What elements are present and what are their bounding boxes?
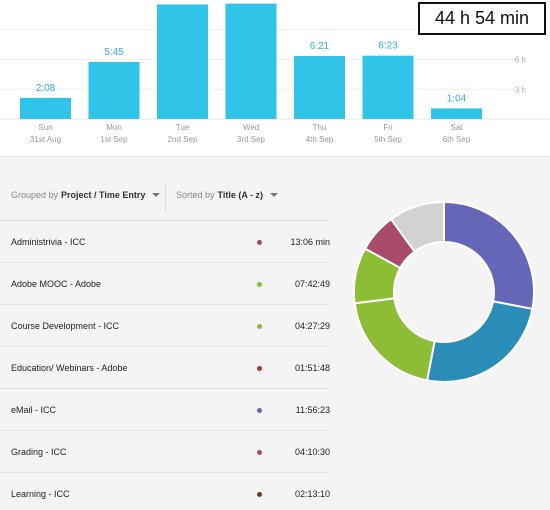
x-tick-date: 31st Aug <box>30 135 61 144</box>
donut-slice[interactable] <box>389 200 445 253</box>
x-tick-date: 3rd Sep <box>237 135 266 144</box>
x-tick-date: 1st Sep <box>100 135 128 144</box>
project-color-dot <box>257 366 262 371</box>
filter-divider <box>165 184 166 212</box>
group-by-dropdown[interactable]: Grouped by Project / Time Entry <box>11 190 161 200</box>
x-tick-date: 6th Sep <box>443 135 471 144</box>
bar-thu <box>294 56 345 119</box>
entry-title: Course Development - ICC <box>11 321 120 331</box>
y-tick-label: 6 h <box>515 56 526 65</box>
x-tick-day: Tue <box>176 123 190 132</box>
bar-value-label: 6:23 <box>378 41 398 52</box>
chevron-down-icon <box>152 193 161 197</box>
time-entries-list: Administrivia - ICC 13:06 min Adobe MOOC… <box>0 220 330 510</box>
entry-title: eMail - ICC <box>11 405 57 415</box>
x-tick-day: Sun <box>38 123 52 132</box>
list-filters: Grouped by Project / Time Entry Sorted b… <box>0 182 330 218</box>
sort-by-prefix: Sorted by <box>176 190 215 200</box>
entry-title: Grading - ICC <box>11 447 67 457</box>
group-by-prefix: Grouped by <box>11 190 59 200</box>
list-item[interactable]: Adobe MOOC - Adobe 07:42:49 <box>0 263 330 305</box>
entry-duration: 07:42:49 <box>294 279 330 289</box>
bar-mon <box>88 61 140 119</box>
list-item[interactable]: Education/ Webinars - Adobe 01:51:48 <box>0 347 330 389</box>
chevron-down-icon <box>270 193 279 197</box>
x-tick-day: Wed <box>243 123 259 132</box>
bar-sat <box>431 108 482 119</box>
bar-sun <box>20 97 71 119</box>
x-tick-date: 5th Sep <box>374 135 402 144</box>
x-tick-day: Sat <box>450 123 463 132</box>
list-item[interactable]: Administrivia - ICC 13:06 min <box>0 221 330 263</box>
donut-slice[interactable] <box>425 300 534 383</box>
bar-value-label: 2:08 <box>36 83 56 94</box>
entry-title: Education/ Webinars - Adobe <box>11 363 128 373</box>
y-tick-label: 3 h <box>515 85 526 94</box>
entry-duration: 01:51:48 <box>294 363 330 373</box>
entry-title: Administrivia - ICC <box>11 237 86 247</box>
donut-slice[interactable] <box>353 297 436 382</box>
entry-title: Adobe MOOC - Adobe <box>11 279 102 289</box>
project-donut-chart <box>353 200 535 383</box>
project-color-dot <box>257 450 262 455</box>
total-time-label: 44 h 54 min <box>434 8 530 28</box>
sort-by-dropdown[interactable]: Sorted by Title (A - z) <box>176 190 279 200</box>
x-tick-day: Fri <box>383 123 393 132</box>
bar-value-label: 1:04 <box>447 93 467 104</box>
x-tick-day: Mon <box>106 123 122 132</box>
list-item[interactable]: Grading - ICC 04:10:30 <box>0 431 330 473</box>
list-item[interactable]: Learning - ICC 02:13:10 <box>0 473 330 510</box>
bar-value-label: 5:45 <box>104 47 124 58</box>
bar-tue <box>157 4 208 119</box>
group-by-value: Project / Time Entry <box>61 190 146 200</box>
entry-duration: 02:13:10 <box>294 489 330 499</box>
entry-duration: 04:10:30 <box>294 447 330 457</box>
project-color-dot <box>257 492 262 497</box>
list-item[interactable]: eMail - ICC 11:56:23 <box>0 389 330 431</box>
project-color-dot <box>257 324 262 329</box>
entry-duration: 04:27:29 <box>294 321 330 331</box>
x-tick-date: 2nd Sep <box>168 135 198 144</box>
project-color-dot <box>257 240 262 245</box>
donut-slice[interactable] <box>443 200 535 311</box>
project-color-dot <box>257 282 262 287</box>
total-time-box: 44 h 54 min <box>418 2 546 35</box>
bar-value-label: 6:21 <box>310 41 330 52</box>
entry-title: Learning - ICC <box>11 489 70 499</box>
entry-duration: 13:06 min <box>290 237 330 247</box>
x-tick-date: 4th Sep <box>306 135 334 144</box>
project-color-dot <box>257 408 262 413</box>
bar-fri <box>362 55 414 119</box>
list-item[interactable]: Course Development - ICC 04:27:29 <box>0 305 330 347</box>
sort-by-value: Title (A - z) <box>217 190 264 200</box>
x-tick-day: Thu <box>313 123 327 132</box>
entry-duration: 11:56:23 <box>295 405 330 415</box>
bar-wed <box>225 3 277 119</box>
